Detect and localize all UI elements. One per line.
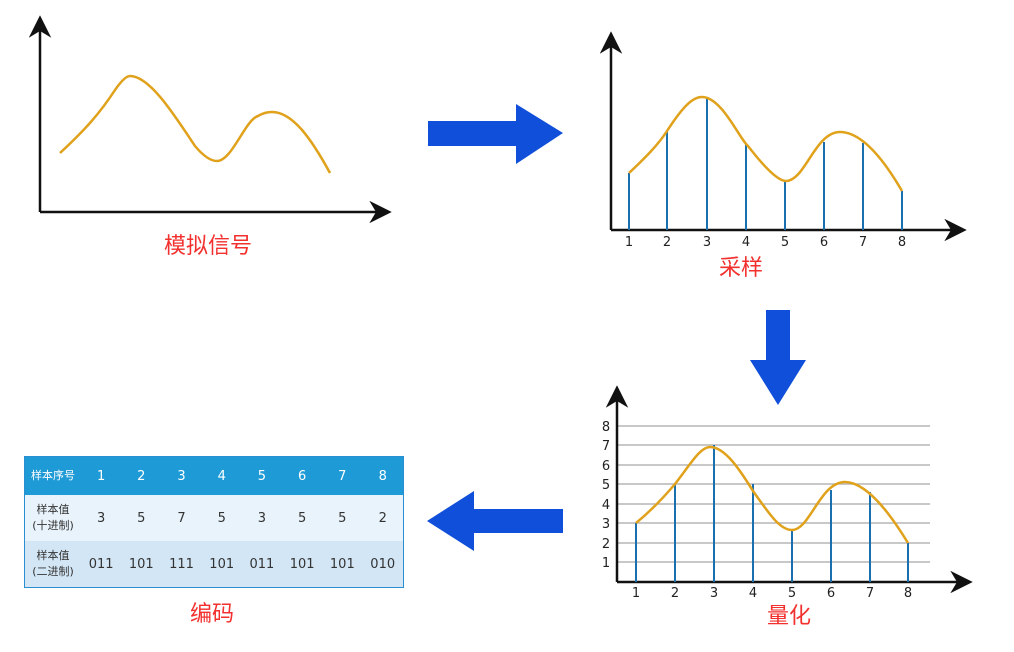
- table-cell: 4: [201, 456, 242, 495]
- quantization-tick: 8: [904, 586, 912, 601]
- quantization-curve: [635, 445, 910, 544]
- caption-analog: 模拟信号: [164, 234, 253, 259]
- caption-sampling: 采样: [719, 256, 764, 281]
- sampling-tick: 2: [663, 235, 671, 250]
- table-cell: 5: [241, 456, 283, 495]
- table-row-binary: 样本值 (二进制) 011 101 111 101 011 101 101 010: [24, 541, 404, 588]
- quantization-tick: 1: [632, 586, 640, 601]
- sampling-tick: 7: [859, 235, 867, 250]
- table-cell: 011: [81, 541, 122, 588]
- analog-panel: [28, 15, 392, 224]
- table-cell: 011: [241, 541, 283, 588]
- sampling-tick: 3: [703, 235, 711, 250]
- quantization-tick: 3: [710, 586, 718, 601]
- sampling-ticks: 1 2 3 4 5 6 7 8: [625, 235, 906, 250]
- quantization-level-ticks: 1 2 3 4 5 6 7 8: [602, 420, 610, 571]
- table-row-label: 样本值 (十进制): [24, 495, 81, 541]
- table-row-decimal: 样本值 (十进制) 3 5 7 5 3 5 5 2: [24, 495, 404, 541]
- table-cell: 5: [322, 495, 363, 541]
- table-cell: 2: [121, 456, 162, 495]
- caption-encoding: 编码: [190, 602, 235, 627]
- table-cell: 1: [81, 456, 122, 495]
- sampling-tick: 8: [898, 235, 906, 250]
- caption-quantization: 量化: [767, 604, 812, 629]
- level-tick: 6: [602, 459, 610, 474]
- level-tick: 1: [602, 556, 610, 571]
- table-row-label: 样本值 (二进制): [24, 541, 81, 588]
- table-row-header: 样本序号 1 2 3 4 5 6 7 8: [24, 456, 404, 495]
- arrow-down: [750, 310, 806, 405]
- level-tick: 5: [602, 478, 610, 493]
- table-cell: 7: [161, 495, 202, 541]
- quantization-tick: 4: [749, 586, 757, 601]
- quantization-tick: 5: [788, 586, 796, 601]
- quantization-tick: 6: [827, 586, 835, 601]
- quantization-sample-ticks: 1 2 3 4 5 6 7 8: [632, 586, 912, 601]
- level-tick: 3: [602, 517, 610, 532]
- table-cell: 5: [282, 495, 323, 541]
- quantization-tick: 2: [671, 586, 679, 601]
- label-line: 样本值: [36, 549, 70, 562]
- sampling-curve: [628, 95, 904, 192]
- encoding-table: 样本序号 1 2 3 4 5 6 7 8 样本值 (十进制) 3 5 7 5 3 …: [24, 456, 404, 588]
- sampling-sample-lines: [628, 97, 903, 230]
- table-cell: 3: [161, 456, 202, 495]
- table-cell: 101: [282, 541, 323, 588]
- sampling-tick: 5: [781, 235, 789, 250]
- label-line: (二进制): [32, 565, 74, 578]
- sampling-tick: 4: [742, 235, 750, 250]
- table-cell: 6: [282, 456, 323, 495]
- label-line: (十进制): [32, 519, 74, 532]
- level-tick: 8: [602, 420, 610, 435]
- arrow-left: [427, 491, 563, 551]
- table-cell: 7: [322, 456, 363, 495]
- label-line: 样本值: [36, 503, 70, 516]
- table-cell: 3: [81, 495, 122, 541]
- quantization-grid: [617, 425, 930, 563]
- table-cell: 101: [121, 541, 162, 588]
- sampling-tick: 6: [820, 235, 828, 250]
- quantization-sample-lines: [635, 445, 909, 582]
- sampling-panel: 1 2 3 4 5 6 7 8: [599, 31, 967, 250]
- table-cell: 8: [362, 456, 404, 495]
- table-cell: 2: [362, 495, 404, 541]
- level-tick: 4: [602, 498, 610, 513]
- table-cell: 5: [201, 495, 242, 541]
- sampling-tick: 1: [625, 235, 633, 250]
- quantization-tick: 7: [866, 586, 874, 601]
- table-cell: 010: [362, 541, 404, 588]
- arrow-right-1: [428, 104, 563, 164]
- analog-curve: [59, 74, 332, 174]
- table-cell: 3: [241, 495, 283, 541]
- level-tick: 7: [602, 439, 610, 454]
- quantization-panel: 1 2 3 4 5 6 7 8 1 2 3 4 5 6 7 8: [602, 385, 973, 601]
- table-header-label: 样本序号: [24, 456, 81, 495]
- table-cell: 101: [201, 541, 242, 588]
- table-cell: 111: [161, 541, 202, 588]
- table-cell: 5: [121, 495, 162, 541]
- level-tick: 2: [602, 537, 610, 552]
- table-cell: 101: [322, 541, 363, 588]
